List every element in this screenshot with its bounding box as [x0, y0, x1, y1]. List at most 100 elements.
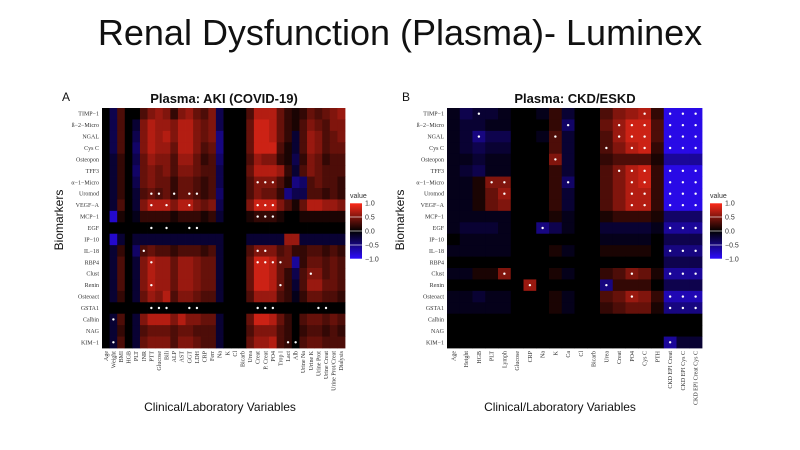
heatmap-cell [238, 233, 247, 246]
significance-dot [630, 181, 634, 184]
heatmap-cell [276, 290, 285, 303]
significance-dot [157, 192, 161, 195]
heatmap-cell [139, 313, 148, 326]
heatmap-cell [117, 222, 126, 235]
heatmap-cell [284, 325, 293, 337]
heatmap-cell [625, 108, 639, 120]
heatmap-cell [663, 279, 677, 292]
heatmap-cell [447, 302, 461, 315]
legend-tick-label: −0.5 [365, 243, 379, 250]
heatmap-cell [561, 222, 575, 235]
row-tick-label: Renin [85, 283, 99, 289]
heatmap-cell [472, 313, 486, 326]
heatmap-cell [155, 176, 164, 189]
heatmap-cell [102, 153, 110, 166]
column-tick-label: Bili [165, 351, 171, 360]
heatmap-cell [231, 290, 240, 303]
heatmap-cell [284, 199, 293, 212]
heatmap-cell [510, 210, 524, 223]
heatmap-cell [549, 302, 563, 315]
heatmap-cell [676, 210, 690, 223]
heatmap-cell [185, 336, 194, 349]
heatmap-cell [523, 313, 537, 326]
heatmap-cell [223, 222, 232, 235]
heatmap-cell [485, 142, 499, 155]
heatmap-cell [314, 210, 323, 223]
heatmap-cell [200, 302, 209, 315]
heatmap-cell [600, 119, 614, 132]
heatmap-cell [459, 313, 473, 326]
heatmap-cell [498, 210, 512, 223]
heatmap-cell [193, 268, 202, 280]
column-tick-label: PTH [655, 350, 661, 362]
heatmap-cell [447, 336, 461, 349]
heatmap-cell [117, 176, 126, 189]
legend-tick-label: 0.5 [725, 215, 735, 222]
heatmap-cell [561, 325, 575, 337]
heatmap-cell [208, 199, 217, 212]
heatmap-cell [223, 165, 232, 177]
heatmap-cell [510, 176, 524, 189]
heatmap-cell [459, 279, 473, 292]
heatmap-cell [291, 165, 300, 177]
heatmap-cell [523, 325, 537, 337]
significance-dot [668, 146, 672, 150]
heatmap-cell [322, 165, 331, 177]
heatmap-cell [109, 108, 118, 120]
significance-dot [668, 135, 672, 138]
heatmap-cell [307, 222, 316, 235]
significance-dot [681, 146, 685, 150]
heatmap-cell [337, 325, 346, 337]
column-tick-label: Bicarb [240, 351, 246, 367]
heatmap-cell [109, 130, 118, 143]
column-tick-label: Weight [111, 351, 117, 369]
heatmap-cell [523, 188, 537, 200]
row-tick-label: Cys C [429, 146, 444, 152]
heatmap-cell [215, 199, 224, 212]
column-tick-label: Alb [294, 351, 300, 360]
heatmap-cell [676, 153, 690, 166]
significance-dot [112, 341, 115, 344]
significance-dot [694, 226, 697, 230]
heatmap-cell [459, 130, 473, 143]
heatmap-cell [689, 233, 703, 246]
heatmap-cell [261, 222, 270, 235]
heatmap-cell [139, 108, 148, 120]
heatmap-cell [307, 302, 316, 315]
heatmap-cell [472, 245, 486, 257]
heatmap-cell [329, 336, 338, 349]
column-tick-label: ALP [172, 350, 178, 362]
heatmap-cell [549, 108, 563, 120]
heatmap-cell [253, 222, 262, 235]
heatmap-cell [170, 290, 179, 303]
heatmap-cell [651, 188, 665, 200]
heatmap-cell [215, 290, 224, 303]
heatmap-cell [253, 165, 262, 177]
significance-dot [694, 192, 697, 195]
heatmap-cell [208, 279, 217, 292]
heatmap-cell [329, 210, 338, 223]
significance-dot [264, 203, 267, 207]
heatmap-cell [472, 256, 486, 269]
heatmap-cell [510, 130, 524, 143]
heatmap-cell [102, 222, 110, 235]
heatmap-cell [307, 233, 316, 246]
heatmap-cell [208, 153, 217, 166]
heatmap-cell [162, 313, 171, 326]
heatmap-cell [299, 188, 308, 200]
heatmap-cell [102, 142, 110, 155]
heatmap-cell [322, 336, 331, 349]
heatmap-cell [284, 233, 293, 246]
column-tick-label: Cys C [643, 351, 649, 366]
heatmap-cell [329, 176, 338, 189]
heatmap-cell [269, 108, 278, 120]
heatmap-cell [253, 119, 262, 132]
heatmap-cell [200, 153, 209, 166]
heatmap-cell [689, 256, 703, 269]
heatmap-cell [208, 290, 217, 303]
heatmap-cell [549, 336, 563, 349]
significance-dot [694, 272, 697, 275]
heatmap-cell [498, 290, 512, 303]
column-tick-label: CRP [203, 350, 209, 362]
